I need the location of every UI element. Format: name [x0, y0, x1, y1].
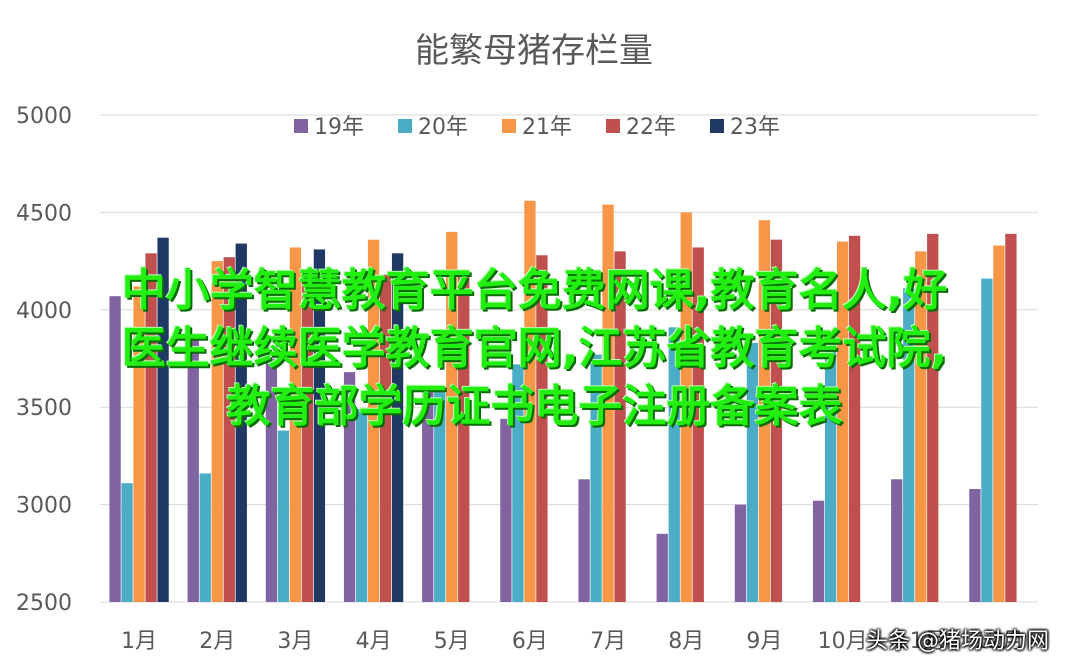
- legend-swatch: [294, 119, 308, 133]
- bar: [536, 255, 548, 603]
- bar: [313, 249, 326, 603]
- gridlines: [100, 114, 1038, 603]
- x-tick-label: 10月: [818, 629, 868, 654]
- bar: [524, 200, 536, 602]
- bar: [993, 245, 1005, 603]
- bar: [512, 364, 524, 602]
- x-axis-ticks: 1月 2月 3月 4月 5月 6月 7月 8月 9月 10月 11月 12月: [121, 629, 1024, 654]
- legend-item: 21年: [502, 115, 572, 140]
- bar: [133, 286, 145, 602]
- legend-swatch: [710, 119, 724, 133]
- bar: [355, 409, 368, 602]
- bar: [379, 274, 392, 602]
- legend-label: 23年: [730, 115, 780, 140]
- bar: [758, 220, 771, 602]
- bar: [277, 430, 290, 602]
- bar: [223, 257, 235, 602]
- legend: 19年 20年 21年 22年 23年: [294, 115, 780, 140]
- bar: [265, 358, 278, 602]
- y-tick-label: 3000: [16, 494, 72, 519]
- bar: [812, 500, 825, 602]
- bar: [500, 418, 512, 602]
- bar: [301, 274, 314, 602]
- y-axis-ticks: 2500 3000 3500 4000 4500 5000: [16, 104, 72, 616]
- x-tick-label: 3月: [277, 629, 313, 654]
- bar: [434, 385, 446, 602]
- bar: [446, 231, 458, 602]
- y-tick-label: 2500: [16, 591, 72, 616]
- x-tick-label: 12月: [974, 629, 1024, 654]
- bar: [915, 251, 927, 603]
- bar: [969, 489, 981, 602]
- legend-item: 19年: [294, 115, 364, 140]
- bar: [746, 342, 759, 602]
- bar: [590, 354, 602, 602]
- bar: [121, 483, 133, 602]
- legend-swatch: [502, 119, 516, 133]
- y-tick-label: 3500: [16, 396, 72, 421]
- bar: [602, 204, 614, 602]
- bar: [422, 391, 434, 602]
- chart-title: 能繁母猪存栏量: [415, 31, 653, 71]
- x-tick-label: 6月: [512, 629, 548, 654]
- y-tick-label: 4500: [16, 201, 72, 226]
- bar: [458, 272, 470, 602]
- legend-label: 20年: [418, 115, 468, 140]
- x-tick-label: 8月: [668, 629, 704, 654]
- bar: [145, 253, 157, 603]
- bar: [734, 504, 747, 602]
- bar: [668, 327, 680, 602]
- legend-label: 21年: [522, 115, 572, 140]
- bar: [927, 233, 939, 602]
- bar: [680, 212, 692, 602]
- legend-swatch: [606, 119, 620, 133]
- bar: [848, 235, 861, 602]
- legend-label: 19年: [314, 115, 364, 140]
- y-tick-label: 4000: [16, 299, 72, 324]
- bar: [692, 247, 704, 603]
- bar: [289, 247, 302, 603]
- bar: [367, 239, 380, 602]
- bar: [578, 479, 590, 602]
- legend-item: 22年: [606, 115, 676, 140]
- x-tick-label: 4月: [356, 629, 392, 654]
- legend-item: 23年: [710, 115, 780, 140]
- x-tick-label: 9月: [746, 629, 782, 654]
- bar: [836, 241, 849, 602]
- bar: [109, 296, 121, 602]
- bar: [903, 288, 915, 602]
- bar: [343, 372, 356, 602]
- bar: [157, 237, 169, 602]
- legend-swatch: [398, 119, 412, 133]
- x-tick-label: 1月: [121, 629, 157, 654]
- bar: [891, 479, 903, 602]
- bar: [1005, 233, 1017, 602]
- bar: [981, 278, 993, 602]
- bar: [614, 251, 626, 603]
- bar: [824, 333, 837, 602]
- watermark: 头条 @猪场动力网: [866, 629, 1049, 654]
- bar: [656, 533, 668, 602]
- x-tick-label: 2月: [199, 629, 235, 654]
- bar: [211, 261, 223, 602]
- bar: [199, 473, 211, 602]
- x-tick-label: 11月: [896, 629, 946, 654]
- x-tick-label: 7月: [590, 629, 626, 654]
- bar: [187, 333, 199, 602]
- bar: [391, 253, 404, 603]
- y-tick-label: 5000: [16, 104, 72, 129]
- bar: [235, 243, 247, 602]
- x-tick-label: 5月: [434, 629, 470, 654]
- legend-item: 20年: [398, 115, 468, 140]
- bar: [770, 239, 783, 602]
- legend-label: 22年: [626, 115, 676, 140]
- bars: [109, 200, 1017, 603]
